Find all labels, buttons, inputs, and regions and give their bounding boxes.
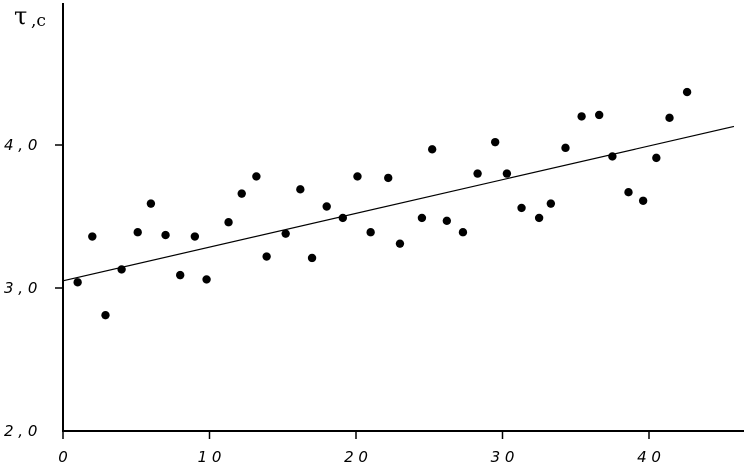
data-point: [502, 169, 512, 178]
data-point: [146, 199, 156, 208]
data-point: [473, 169, 482, 178]
data-points: [73, 87, 692, 320]
axes: [62, 3, 744, 432]
data-point: [458, 228, 468, 237]
data-point: [176, 270, 185, 280]
data-point: [652, 153, 661, 163]
data-point: [322, 202, 331, 211]
data-point: [338, 213, 348, 223]
data-point: [237, 189, 246, 198]
data-point: [281, 229, 290, 238]
ticks: 0 1 0 2 0 3 0 4 0 2 , 0 3 , 0 4 , 0: [4, 136, 661, 466]
y-axis-label: τ: [14, 2, 27, 30]
data-point: [117, 265, 126, 274]
data-point: [296, 185, 305, 194]
data-point: [133, 228, 142, 237]
data-point: [682, 87, 692, 97]
x-tick-label: 2 0: [344, 448, 368, 466]
data-point: [252, 172, 261, 181]
y-tick-label: 2 , 0: [4, 422, 37, 440]
data-point: [366, 228, 375, 237]
data-point: [202, 275, 211, 284]
data-point: [608, 152, 617, 161]
data-point: [624, 187, 633, 197]
data-point: [442, 216, 452, 225]
data-point: [665, 113, 674, 123]
x-tick-label: 4 0: [637, 448, 661, 466]
data-point: [546, 199, 556, 208]
data-point: [395, 239, 405, 248]
data-point: [638, 196, 648, 205]
data-point: [73, 278, 82, 287]
data-point: [353, 172, 362, 181]
data-point: [224, 218, 233, 227]
y-tick-label: 4 , 0: [4, 136, 37, 154]
data-point: [88, 232, 97, 241]
data-point: [307, 253, 317, 263]
x-tick-label: 0: [58, 448, 68, 466]
data-point: [190, 232, 200, 241]
data-point: [594, 110, 604, 120]
y-axis-unit: ,с: [31, 11, 46, 31]
data-point: [561, 143, 570, 153]
data-point: [161, 230, 170, 240]
data-point: [384, 173, 393, 183]
data-point: [427, 145, 437, 154]
y-tick-label: 3 , 0: [4, 279, 37, 297]
y-axis-title: τ ,с: [14, 2, 46, 31]
data-point: [417, 213, 427, 223]
x-tick-label: 3 0: [491, 448, 515, 466]
data-point: [490, 137, 500, 147]
trendline: [62, 125, 735, 282]
data-point: [262, 252, 271, 261]
data-point: [534, 213, 544, 223]
x-tick-label: 1 0: [198, 448, 222, 466]
data-point: [577, 112, 586, 121]
trendline-group: [62, 125, 735, 282]
data-point: [101, 310, 110, 320]
data-point: [517, 203, 526, 213]
